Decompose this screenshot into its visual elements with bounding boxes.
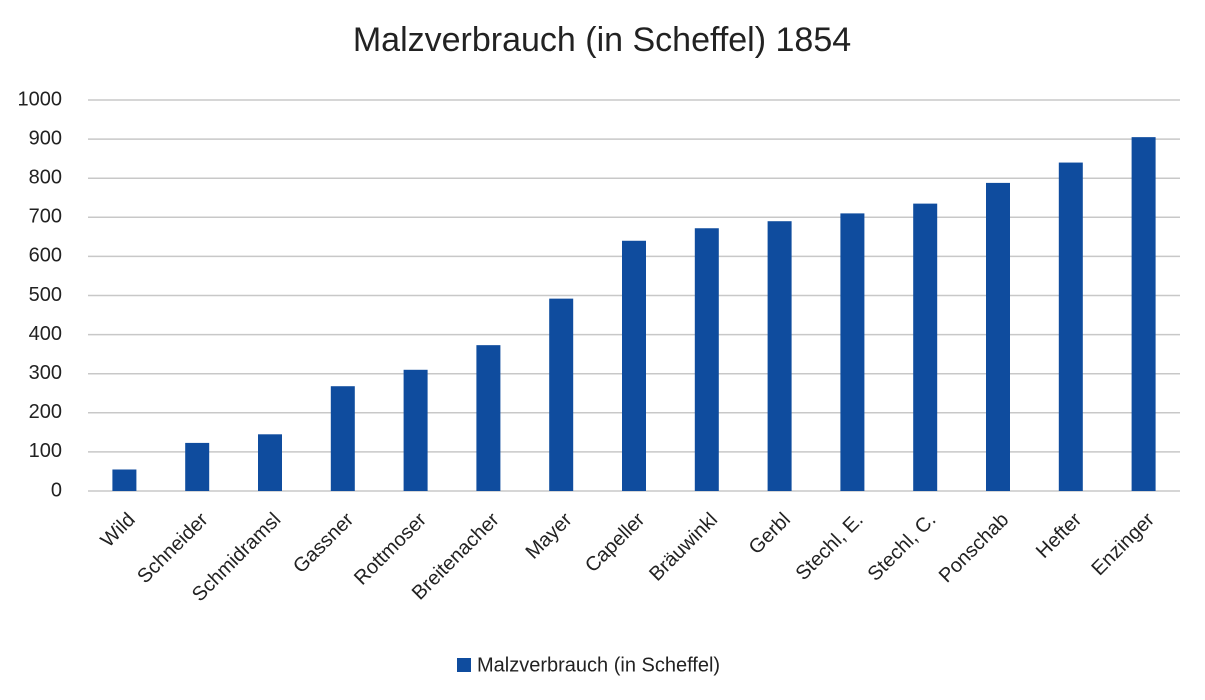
bar [1131,137,1156,491]
y-tick-label: 900 [29,127,62,149]
bar [622,240,646,491]
x-tick-label: Ponschab [935,509,1013,587]
y-tick-label: 500 [29,284,62,306]
bar [403,369,428,491]
bar [476,345,501,491]
legend-swatch [457,658,471,672]
y-tick-label: 200 [29,401,62,423]
y-tick-label: 300 [29,362,62,384]
x-tick-label: Mayer [522,508,577,563]
x-tick-label: Stechl, E. [792,509,868,585]
bar [185,442,210,491]
chart-title: Malzverbrauch (in Scheffel) 1854 [353,21,851,59]
y-tick-label: 400 [29,323,62,345]
bar [549,298,574,491]
bar [840,213,865,491]
bar [112,469,137,491]
x-tick-label: Gerbl [745,509,795,559]
x-tick-label: Hefter [1032,508,1086,562]
y-tick-label: 800 [29,166,62,188]
y-tick-label: 600 [29,245,62,267]
bar [767,221,792,491]
x-tick-label: Schneider [133,508,212,587]
x-tick-label: Capeller [581,508,649,576]
x-tick-label: Gassner [289,508,358,577]
bar [913,203,938,492]
bar [986,182,1010,491]
bar [330,386,355,491]
x-tick-label: Enzinger [1087,508,1159,580]
y-tick-label: 100 [29,440,62,462]
bar [694,228,719,492]
y-tick-label: 700 [29,206,62,228]
bar [1058,162,1083,491]
bar [258,434,282,491]
y-tick-label: 0 [51,479,62,501]
x-tick-label: Bräuwinkl [645,509,722,586]
legend-label: Malzverbrauch (in Scheffel) [477,654,720,676]
x-tick-label: Stechl, C. [864,509,941,586]
y-tick-label: 1000 [18,88,63,110]
x-tick-label: Wild [97,509,140,552]
